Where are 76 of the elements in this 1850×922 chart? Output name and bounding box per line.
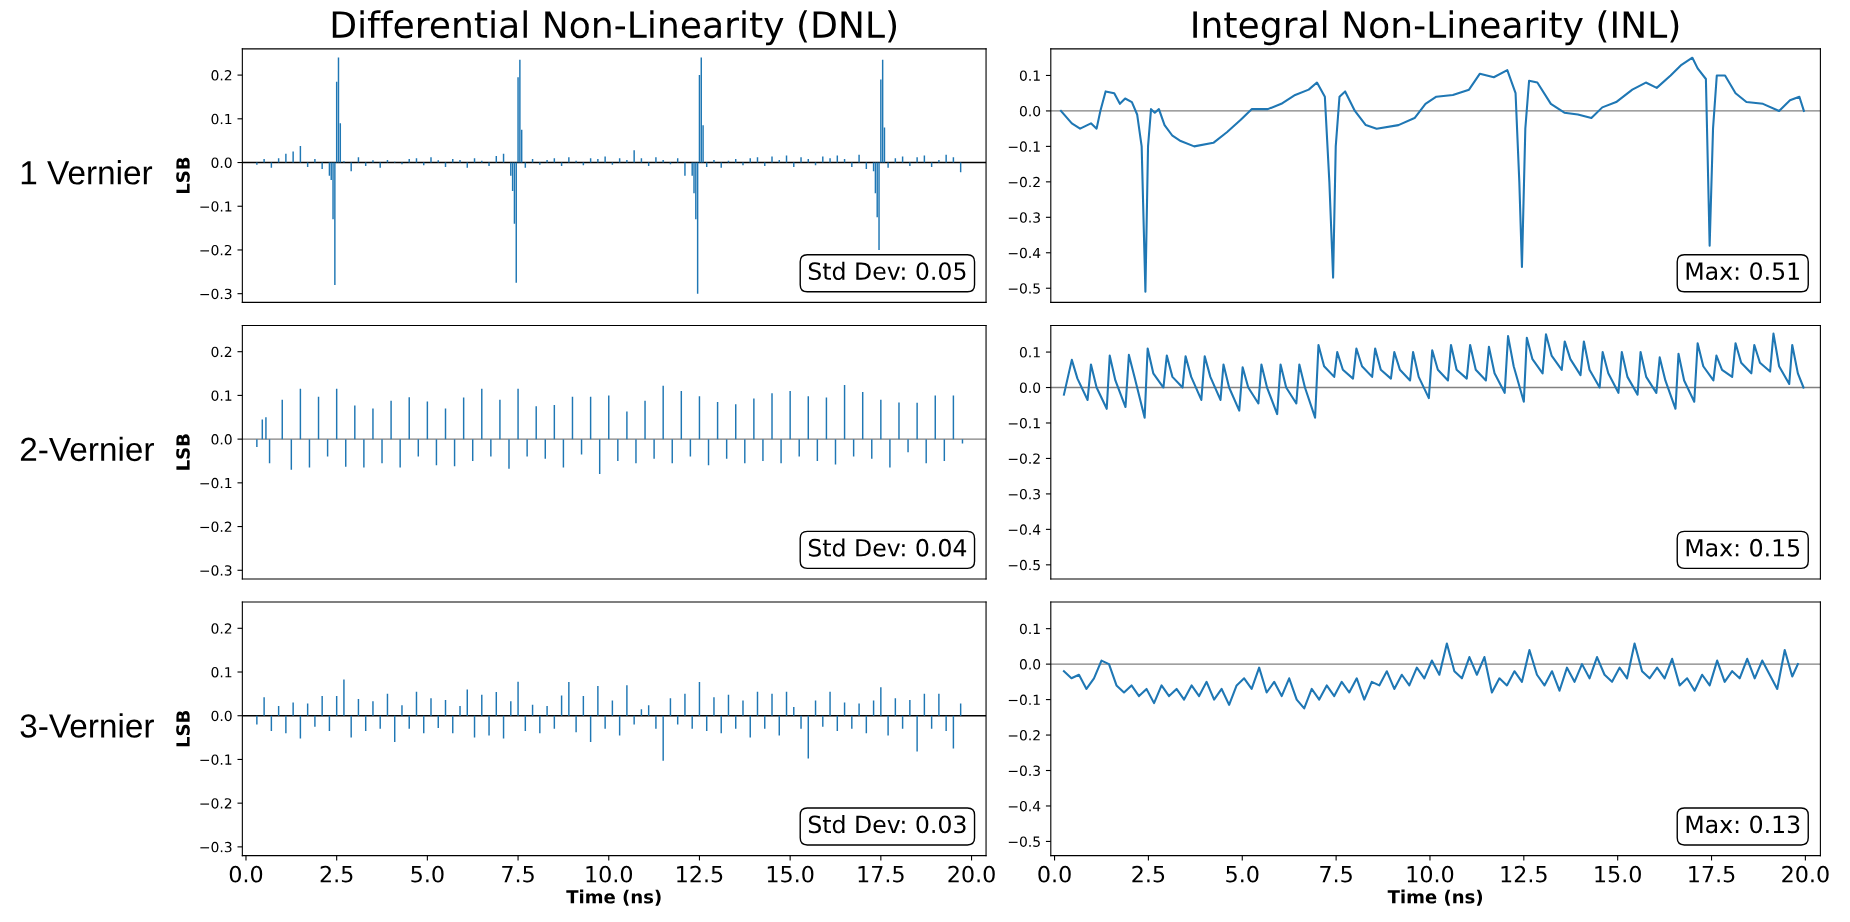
y-tick-label: −0.1 bbox=[1008, 417, 1040, 429]
y-axis-title: LSB bbox=[176, 434, 190, 470]
y-tick-label: −0.3 bbox=[1008, 488, 1040, 500]
y-axis-title: LSB bbox=[176, 157, 190, 194]
y-tick-label: −0.3 bbox=[200, 288, 232, 300]
y-tick-label: 0.1 bbox=[211, 113, 232, 125]
x-tick-label: 20.0 bbox=[948, 865, 995, 883]
x-tick-label: 2.5 bbox=[320, 865, 353, 883]
y-tick-label: −0.1 bbox=[200, 201, 232, 212]
text: 1 Vernier bbox=[21, 160, 153, 185]
y-tick-label: −0.3 bbox=[200, 565, 232, 576]
annotation: Std Dev: 0.05 bbox=[808, 261, 966, 281]
y-tick-label: 0.1 bbox=[211, 666, 232, 678]
y-tick-label: 0.0 bbox=[1019, 382, 1041, 393]
annotation: Std Dev: 0.03 bbox=[808, 815, 966, 834]
y-tick-label: −0.3 bbox=[1008, 765, 1040, 776]
x-tick-label: 7.5 bbox=[502, 866, 534, 883]
y-tick-label: −0.2 bbox=[1008, 453, 1040, 464]
y-tick-label: 0.2 bbox=[211, 70, 232, 81]
x-tick-label: 17.5 bbox=[858, 866, 904, 883]
y-tick-label: −0.1 bbox=[200, 754, 232, 765]
y-tick-label: −0.4 bbox=[1008, 247, 1041, 259]
y-tick-label: 0.2 bbox=[211, 346, 232, 358]
x-tick-label: 15.0 bbox=[767, 865, 814, 883]
y-tick-label: 0.0 bbox=[211, 710, 232, 722]
y-tick-label: −0.2 bbox=[1008, 730, 1040, 741]
y-axis-title: LSB bbox=[176, 710, 190, 747]
y-tick-label: 0.1 bbox=[211, 390, 232, 401]
line-series bbox=[1062, 642, 1799, 710]
y-tick-label: 0.1 bbox=[1019, 623, 1040, 635]
y-tick-label: −0.4 bbox=[1008, 524, 1041, 535]
y-tick-label: −0.3 bbox=[1008, 212, 1040, 223]
text: 3-Vernier bbox=[20, 713, 154, 738]
y-tick-label: −0.4 bbox=[1008, 800, 1041, 812]
annotation: Max: 0.15 bbox=[1686, 538, 1800, 557]
x-tick-label: 12.5 bbox=[677, 865, 723, 883]
annotation: Max: 0.13 bbox=[1686, 815, 1800, 834]
y-tick-label: 0.1 bbox=[1019, 70, 1040, 81]
y-tick-label: 0.0 bbox=[1019, 105, 1041, 117]
y-tick-label: −0.2 bbox=[200, 521, 232, 533]
y-tick-label: 0.0 bbox=[211, 434, 232, 445]
x-tick-label: 12.5 bbox=[1501, 865, 1547, 883]
y-tick-label: 0.0 bbox=[211, 157, 232, 168]
y-tick-label: −0.1 bbox=[1008, 694, 1040, 706]
x-tick-label: 17.5 bbox=[1689, 866, 1735, 883]
x-tick-label: 15.0 bbox=[1595, 865, 1641, 883]
y-tick-label: 0.0 bbox=[1019, 659, 1041, 670]
x-axis-title: Time (ns) bbox=[566, 889, 661, 906]
y-tick-label: −0.5 bbox=[1008, 283, 1040, 294]
y-tick-label: −0.1 bbox=[200, 477, 232, 489]
text: 2-Vernier bbox=[20, 436, 154, 462]
x-tick-label: 2.5 bbox=[1132, 865, 1165, 883]
y-tick-label: −0.5 bbox=[1008, 559, 1040, 571]
chart-title: Differential Non-Linearity (DNL) bbox=[332, 10, 897, 46]
y-tick-label: −0.1 bbox=[1008, 141, 1040, 152]
y-tick-label: 0.2 bbox=[211, 623, 232, 634]
x-tick-label: 5.0 bbox=[1226, 865, 1259, 883]
x-tick-label: 5.0 bbox=[411, 865, 444, 883]
line-series bbox=[1059, 56, 1805, 293]
x-tick-label: 10.0 bbox=[1407, 865, 1454, 883]
x-tick-label: 0.0 bbox=[1038, 865, 1071, 883]
x-tick-label: 20.0 bbox=[1782, 865, 1829, 883]
y-tick-label: −0.2 bbox=[1008, 176, 1040, 188]
annotation: Std Dev: 0.04 bbox=[808, 538, 967, 557]
chart-title: Integral Non-Linearity (INL) bbox=[1193, 10, 1679, 46]
y-tick-label: −0.2 bbox=[200, 244, 232, 256]
annotation: Max: 0.51 bbox=[1686, 262, 1799, 281]
x-tick-label: 0.0 bbox=[229, 865, 263, 883]
y-tick-label: −0.5 bbox=[1008, 836, 1040, 847]
line-series bbox=[1062, 332, 1805, 419]
x-tick-label: 10.0 bbox=[586, 865, 633, 883]
x-axis-title: Time (ns) bbox=[1387, 889, 1483, 906]
y-tick-label: −0.3 bbox=[200, 841, 232, 853]
x-tick-label: 7.5 bbox=[1320, 866, 1352, 883]
y-tick-label: 0.1 bbox=[1019, 347, 1040, 358]
y-tick-label: −0.2 bbox=[200, 798, 232, 809]
